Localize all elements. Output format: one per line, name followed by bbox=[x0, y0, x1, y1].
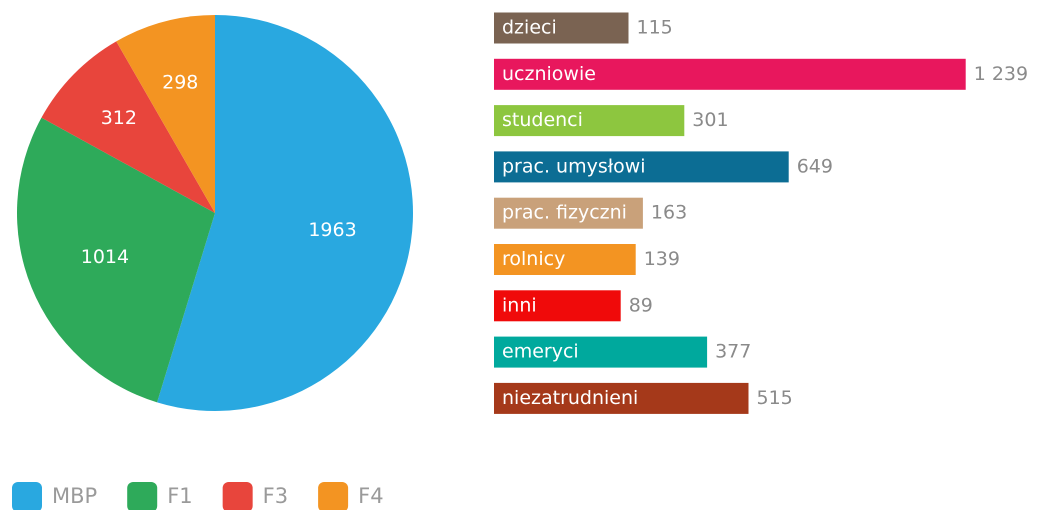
bar bbox=[494, 197, 643, 229]
bar-label: inni bbox=[502, 294, 537, 316]
value-label: 1 239 bbox=[974, 63, 1028, 85]
bar bbox=[494, 336, 708, 368]
slice-label: 312 bbox=[101, 107, 137, 129]
slice-label: 1014 bbox=[81, 246, 129, 268]
value-label: 139 bbox=[644, 248, 680, 270]
value-label: 163 bbox=[651, 202, 687, 224]
legend-swatch bbox=[12, 482, 42, 510]
bar-label: uczniowie bbox=[502, 63, 596, 85]
legend-swatch bbox=[127, 482, 158, 510]
slice-label: 298 bbox=[162, 71, 198, 93]
legend-label: MBP bbox=[52, 484, 97, 508]
bar bbox=[494, 105, 685, 137]
bar bbox=[494, 12, 629, 44]
pie-slice bbox=[17, 117, 216, 403]
value-label: 301 bbox=[692, 109, 728, 131]
bar-label: studenci bbox=[502, 109, 583, 131]
pie-slice bbox=[116, 15, 215, 213]
bar bbox=[494, 382, 749, 414]
legend-label: F4 bbox=[358, 484, 383, 508]
pie-slice bbox=[157, 15, 414, 411]
bar-label: prac. umysłowi bbox=[502, 155, 646, 177]
bar-label: emeryci bbox=[502, 341, 579, 363]
legend-label: F3 bbox=[263, 484, 288, 508]
value-label: 115 bbox=[637, 17, 673, 39]
value-label: 89 bbox=[629, 294, 653, 316]
slice-label: 1963 bbox=[308, 219, 356, 241]
bar-label: niezatrudnieni bbox=[502, 387, 638, 409]
value-label: 649 bbox=[797, 155, 833, 177]
legend-swatch bbox=[318, 482, 349, 510]
bar bbox=[494, 58, 966, 90]
pie-slice bbox=[41, 41, 215, 214]
bar-label: dzieci bbox=[502, 17, 557, 39]
bar-label: rolnicy bbox=[502, 248, 565, 270]
bar bbox=[494, 244, 636, 275]
value-label: 515 bbox=[757, 387, 793, 409]
bar-label: prac. fizyczni bbox=[502, 202, 627, 224]
bar bbox=[494, 151, 789, 183]
legend-label: F1 bbox=[167, 484, 192, 508]
bar bbox=[494, 290, 621, 322]
value-label: 377 bbox=[715, 341, 751, 363]
legend-swatch bbox=[222, 482, 253, 510]
